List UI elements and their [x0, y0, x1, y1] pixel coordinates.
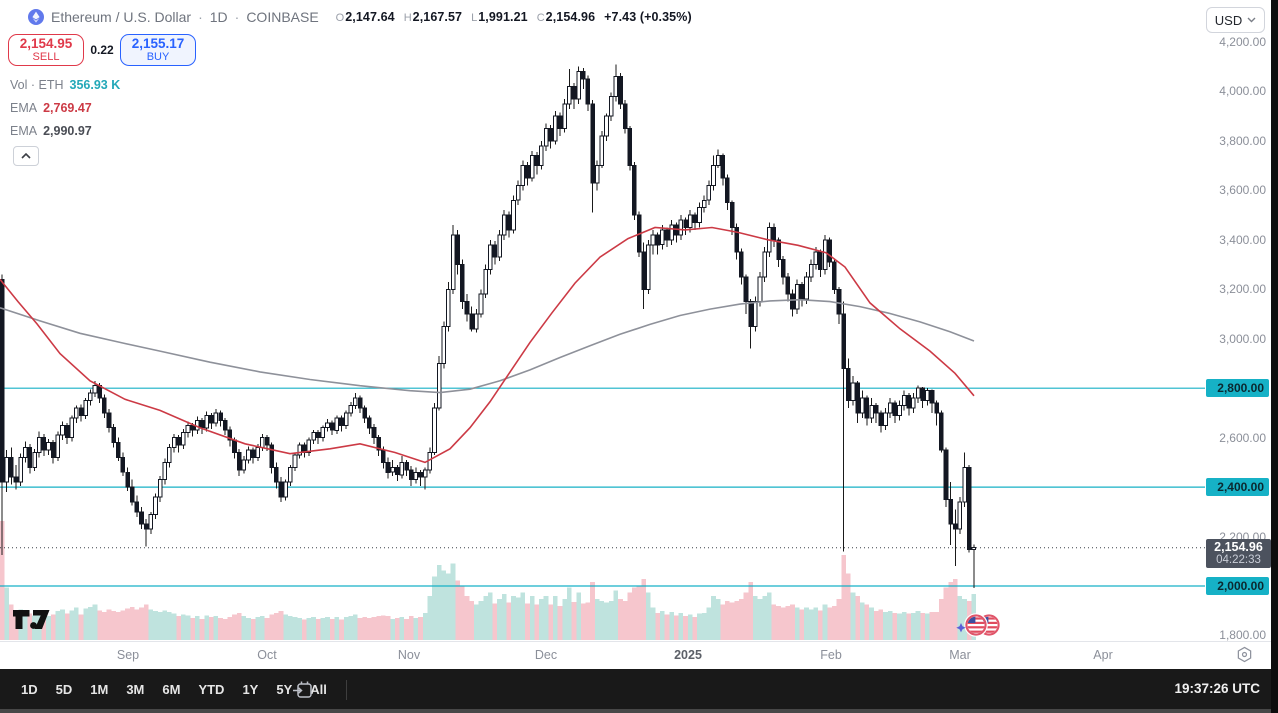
- trade-panel: 2,154.95 SELL 0.22 2,155.17 BUY: [8, 34, 196, 66]
- tradingview-logo[interactable]: [13, 609, 50, 636]
- price-level-tag[interactable]: 2,800.00: [1206, 379, 1269, 398]
- volume-legend-row[interactable]: Vol · ETH 356.93 K: [10, 78, 120, 92]
- ema-fast-label: EMA: [10, 101, 38, 115]
- high-value: 2,167.57: [412, 10, 463, 24]
- time-axis[interactable]: Sep Oct Nov Dec 2025 Feb Mar Apr: [0, 641, 1271, 670]
- exchange-label: COINBASE: [246, 9, 319, 25]
- price-tick: 4,200.00: [1219, 35, 1266, 49]
- bar-countdown: 04:22:33: [1216, 553, 1261, 566]
- time-tick-Mar: Mar: [949, 648, 971, 662]
- range-button-YTD[interactable]: YTD: [191, 677, 231, 702]
- sell-button[interactable]: 2,154.95 SELL: [8, 34, 84, 66]
- symbol-name[interactable]: Ethereum / U.S. Dollar: [51, 9, 192, 25]
- time-tick-2025: 2025: [674, 648, 702, 662]
- economic-event-flags-icon[interactable]: [956, 610, 1004, 647]
- price-level-tag[interactable]: 2,400.00: [1206, 478, 1269, 497]
- change-value: +7.43 (+0.35%): [604, 10, 692, 24]
- price-tick: 3,400.00: [1219, 232, 1266, 247]
- range-button-3M[interactable]: 3M: [119, 677, 151, 702]
- interval-label[interactable]: 1D: [209, 9, 228, 25]
- separator-dot: ·: [198, 9, 203, 25]
- separator-dot: ·: [234, 9, 240, 25]
- open-value: 2,147.64: [345, 10, 395, 24]
- buy-label: BUY: [146, 51, 170, 64]
- time-tick-Sep: Sep: [116, 648, 140, 662]
- sell-price: 2,154.95: [19, 35, 73, 51]
- time-tick-Oct: Oct: [257, 648, 277, 662]
- time-tick-Apr: Apr: [1093, 648, 1113, 662]
- chevron-down-icon: [1247, 17, 1256, 23]
- currency-selector[interactable]: USD: [1206, 7, 1265, 33]
- current-price-value: 2,154.96: [1214, 539, 1263, 554]
- toolbar-separator: [345, 679, 347, 700]
- window-resize-strip: [0, 709, 1278, 713]
- price-tick: 3,600.00: [1219, 183, 1266, 198]
- symbol-header: Ethereum / U.S. Dollar · 1D · COINBASE O…: [28, 9, 692, 25]
- ema-fast-value: 2,769.47: [43, 101, 92, 115]
- ethereum-icon: [28, 9, 44, 25]
- price-tick: 3,200.00: [1219, 282, 1266, 297]
- price-tick: 4,000.00: [1219, 84, 1266, 99]
- bottom-toolbar: 1D 5D 1M 3M 6M YTD 1Y 5Y All 19:37:26 UTC: [0, 669, 1278, 713]
- close-value: 2,154.96: [545, 10, 596, 24]
- price-tick: 2,600.00: [1219, 430, 1266, 445]
- buy-price: 2,155.17: [131, 35, 185, 51]
- low-value: 1,991.21: [478, 10, 528, 24]
- price-level-tag[interactable]: 2,000.00: [1206, 577, 1269, 595]
- range-button-1Y[interactable]: 1Y: [235, 677, 265, 702]
- currency-label: USD: [1214, 12, 1243, 28]
- clock-utc[interactable]: 19:37:26 UTC: [1174, 681, 1260, 696]
- collapse-legend-button[interactable]: [13, 146, 39, 166]
- time-tick-Dec: Dec: [534, 648, 558, 662]
- range-button-1D[interactable]: 1D: [14, 677, 45, 702]
- ema-slow-legend-row[interactable]: EMA 2,990.97: [10, 124, 92, 138]
- calendar-icon: [292, 680, 314, 702]
- scales-settings-icon[interactable]: [1236, 646, 1253, 668]
- range-button-5D[interactable]: 5D: [49, 677, 80, 702]
- volume-value: 356.93 K: [69, 78, 121, 92]
- range-button-6M[interactable]: 6M: [155, 677, 187, 702]
- range-button-1M[interactable]: 1M: [83, 677, 115, 702]
- price-tick: 3,000.00: [1219, 331, 1266, 346]
- chevron-up-icon: [21, 153, 31, 159]
- spread-value: 0.22: [90, 43, 114, 57]
- range-button-5Y[interactable]: 5Y: [269, 677, 299, 702]
- ema-slow-value: 2,990.97: [43, 124, 92, 138]
- ema-fast-legend-row[interactable]: EMA 2,769.47: [10, 101, 92, 115]
- price-tick: 3,800.00: [1219, 133, 1266, 148]
- sell-label: SELL: [32, 51, 60, 64]
- time-tick-Nov: Nov: [397, 648, 421, 662]
- go-to-date-button[interactable]: [288, 678, 318, 704]
- buy-button[interactable]: 2,155.17 BUY: [120, 34, 196, 66]
- time-tick-Feb: Feb: [820, 648, 842, 662]
- range-selector: 1D 5D 1M 3M 6M YTD 1Y 5Y All: [14, 677, 355, 702]
- sparkle-icon: [956, 623, 966, 633]
- current-price-tag: 2,154.96 04:22:33: [1206, 538, 1271, 568]
- range-button-All[interactable]: All: [303, 677, 334, 702]
- volume-label: Vol · ETH: [10, 78, 64, 92]
- price-tick: 1,800.00: [1219, 628, 1266, 643]
- ema-slow-label: EMA: [10, 124, 38, 138]
- window-edge: [1271, 0, 1278, 713]
- ohlc-values: O2,147.64 H2,167.57 L1,991.21 C2,154.96 …: [335, 10, 692, 24]
